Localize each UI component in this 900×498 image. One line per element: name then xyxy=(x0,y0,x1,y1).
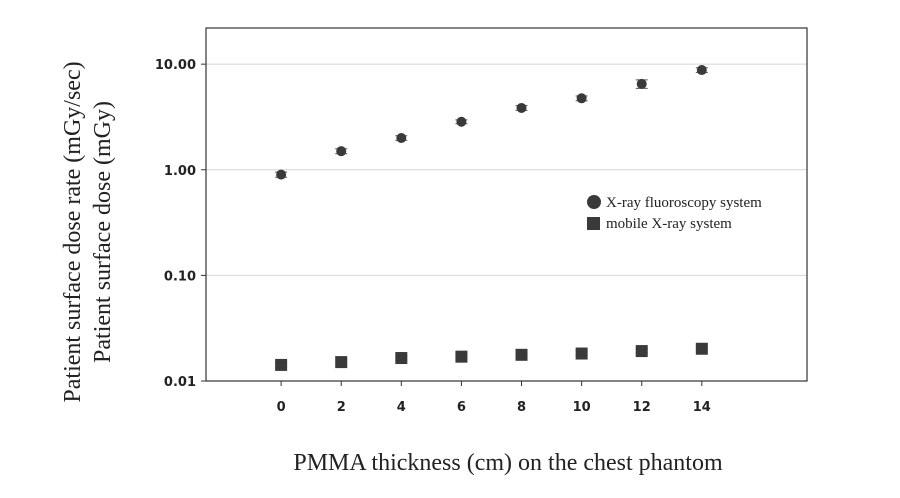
point-mobile xyxy=(575,347,588,360)
legend-marker-square xyxy=(587,217,600,230)
point-fluoroscopy xyxy=(396,132,407,143)
point-mobile xyxy=(515,348,528,361)
grid-layer xyxy=(206,63,807,276)
y-tick-label: 10.00 xyxy=(155,58,196,73)
plot-frame xyxy=(205,27,808,382)
x-tick-label: 2 xyxy=(337,400,346,415)
x-tick-label: 12 xyxy=(633,400,651,415)
point-fluoroscopy xyxy=(696,65,707,76)
y-axis-title-line-2: Patient surface dose (mGy) xyxy=(90,101,116,363)
y-tick-label: 0.01 xyxy=(164,375,196,390)
legend-label-mobile: mobile X-ray system xyxy=(606,216,732,232)
point-fluoroscopy xyxy=(576,93,587,104)
y-tick-label: 0.10 xyxy=(164,269,196,284)
point-mobile xyxy=(695,342,708,355)
point-mobile xyxy=(275,358,288,371)
point-fluoroscopy xyxy=(516,102,527,113)
legend: X-ray fluoroscopy system mobile X-ray sy… xyxy=(587,195,762,232)
ticks-layer: 0.01 0.10 1.00 10.00 0 2 4 6 8 10 12 14 xyxy=(155,58,711,415)
y-axis-title-line-1: Patient surface dose rate (mGy/sec) xyxy=(60,61,86,402)
x-axis-title: PMMA thickness (cm) on the chest phantom xyxy=(293,450,723,476)
point-fluoroscopy xyxy=(456,116,467,127)
legend-label-fluoroscopy: X-ray fluoroscopy system xyxy=(606,195,762,211)
point-fluoroscopy xyxy=(636,78,647,89)
x-tick-label: 4 xyxy=(397,400,406,415)
point-mobile xyxy=(395,352,408,365)
x-tick-label: 0 xyxy=(277,400,286,415)
y-tick-label: 1.00 xyxy=(164,164,196,179)
point-fluoroscopy xyxy=(336,146,347,157)
point-mobile xyxy=(455,350,468,363)
x-tick-label: 8 xyxy=(517,400,526,415)
point-mobile xyxy=(335,356,348,369)
point-fluoroscopy xyxy=(276,169,287,180)
legend-marker-circle xyxy=(587,195,601,209)
x-tick-label: 6 xyxy=(457,400,466,415)
x-tick-label: 10 xyxy=(573,400,591,415)
point-mobile xyxy=(635,345,648,358)
marks-layer xyxy=(275,65,708,371)
x-tick-label: 14 xyxy=(693,400,711,415)
